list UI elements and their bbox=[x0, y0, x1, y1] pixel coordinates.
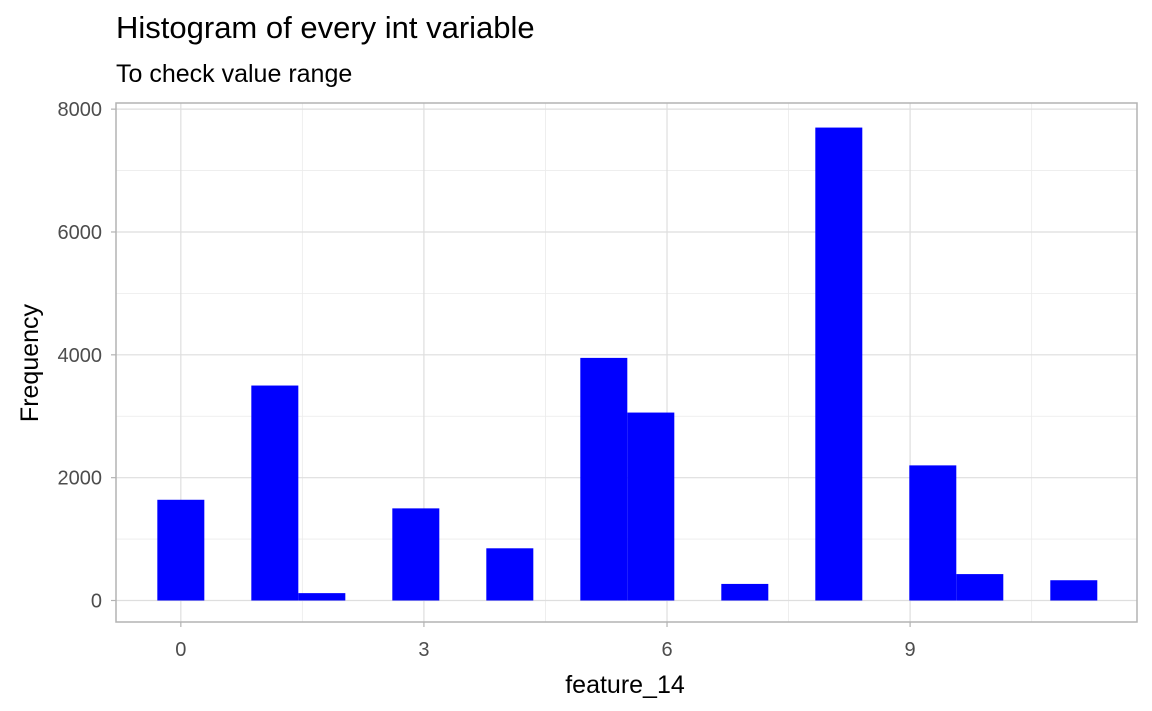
x-tick-label: 0 bbox=[175, 639, 186, 661]
chart-title: Histogram of every int variable bbox=[116, 10, 535, 45]
panel-border bbox=[115, 102, 1138, 623]
histogram-bar bbox=[956, 574, 1004, 601]
histogram-bar bbox=[909, 465, 957, 601]
x-axis-ticks: 0 3 6 9 bbox=[175, 622, 916, 661]
histogram-bars bbox=[157, 127, 1098, 601]
histogram-bar bbox=[815, 127, 863, 601]
x-axis-label: feature_14 bbox=[565, 671, 685, 699]
y-axis-label: Frequency bbox=[16, 303, 44, 422]
chart-subtitle: To check value range bbox=[116, 60, 353, 88]
histogram-bar bbox=[580, 357, 628, 601]
x-tick-label: 3 bbox=[418, 639, 429, 661]
histogram-bar bbox=[1050, 580, 1098, 601]
histogram-bar bbox=[251, 385, 299, 601]
histogram-bar bbox=[157, 499, 205, 601]
histogram-bar bbox=[392, 508, 440, 601]
x-tick-label: 9 bbox=[905, 639, 916, 661]
y-axis-ticks: 0 2000 4000 6000 8000 bbox=[58, 99, 116, 613]
histogram-bar bbox=[721, 583, 769, 601]
y-tick-label: 4000 bbox=[58, 345, 103, 367]
histogram-bar bbox=[627, 412, 675, 601]
histogram-bar bbox=[298, 593, 346, 601]
x-tick-label: 6 bbox=[661, 639, 672, 661]
y-tick-label: 0 bbox=[91, 591, 102, 613]
histogram-bar bbox=[486, 548, 534, 601]
y-tick-label: 8000 bbox=[58, 99, 103, 121]
y-tick-label: 2000 bbox=[58, 468, 103, 490]
y-tick-label: 6000 bbox=[58, 222, 103, 244]
